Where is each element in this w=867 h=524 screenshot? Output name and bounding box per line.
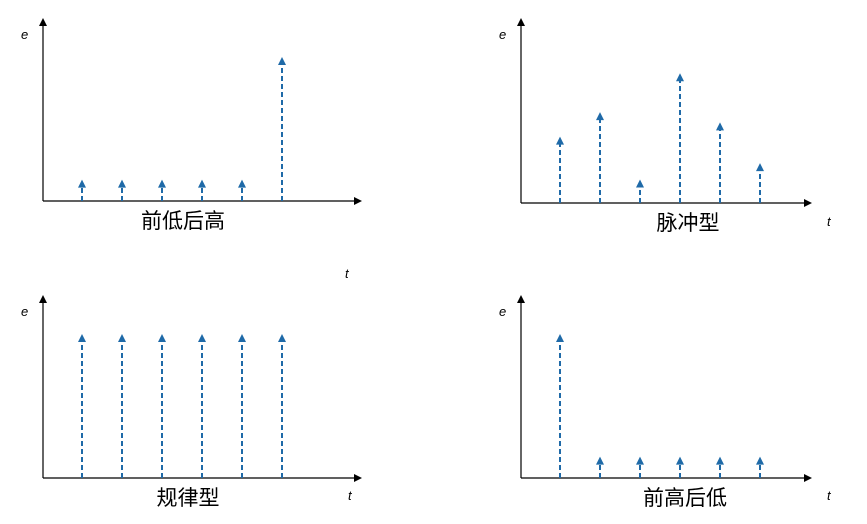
pulse-arrowhead xyxy=(158,179,166,188)
pulse-arrowhead xyxy=(556,334,564,342)
pulse-arrowhead xyxy=(198,179,206,188)
chart-title: 前低后高 xyxy=(141,209,225,233)
pulse-arrowhead xyxy=(636,179,644,188)
pulse-arrowhead xyxy=(278,334,286,342)
y-axis-arrow xyxy=(39,295,47,303)
y-axis-arrow xyxy=(39,18,47,26)
pulse-arrowhead xyxy=(716,456,724,465)
y-axis-arrow xyxy=(517,295,525,303)
chart-panel-pulse: e t 脉冲型 xyxy=(499,18,832,235)
pulse-arrowhead xyxy=(716,122,724,131)
chart-title: 前高后低 xyxy=(643,486,727,510)
pulse-arrowhead xyxy=(198,334,206,342)
pulse-arrowhead xyxy=(636,456,644,465)
x-axis-arrow xyxy=(804,199,812,207)
pulse-arrowhead xyxy=(78,179,86,188)
x-axis-label: t xyxy=(827,214,832,229)
y-axis-arrow xyxy=(517,18,525,26)
y-axis-label: e xyxy=(499,27,506,42)
y-axis-label: e xyxy=(21,304,28,319)
chart-title: 规律型 xyxy=(157,486,220,510)
pulse-arrowhead xyxy=(596,112,604,121)
chart-panel-front-low-back-high: e 前低后高 xyxy=(21,18,362,233)
pulse-arrowhead xyxy=(756,456,764,465)
x-axis-arrow xyxy=(354,474,362,482)
pulse-arrowhead xyxy=(756,163,764,172)
pulse-arrowhead xyxy=(278,57,286,65)
pulse-arrowhead xyxy=(238,334,246,342)
x-axis-arrow xyxy=(354,197,362,205)
stray-t-label: t xyxy=(345,266,350,281)
chart-title: 脉冲型 xyxy=(657,211,720,235)
pulse-arrowhead xyxy=(158,334,166,342)
x-axis-label: t xyxy=(827,488,832,503)
x-axis-label: t xyxy=(348,488,353,503)
chart-panel-regular: e t 规律型 xyxy=(21,295,362,510)
pulse-arrowhead xyxy=(118,179,126,188)
pulse-arrowhead xyxy=(78,334,86,342)
pulse-arrowhead xyxy=(676,73,684,82)
y-axis-label: e xyxy=(21,27,28,42)
x-axis-arrow xyxy=(804,474,812,482)
pulse-arrowhead xyxy=(596,456,604,465)
pulse-arrowhead xyxy=(676,456,684,465)
pulse-arrowhead xyxy=(118,334,126,342)
chart-panel-front-high-back-low: e t 前高后低 xyxy=(499,295,832,510)
pulse-arrowhead xyxy=(238,179,246,188)
y-axis-label: e xyxy=(499,304,506,319)
pulse-arrowhead xyxy=(556,136,564,145)
